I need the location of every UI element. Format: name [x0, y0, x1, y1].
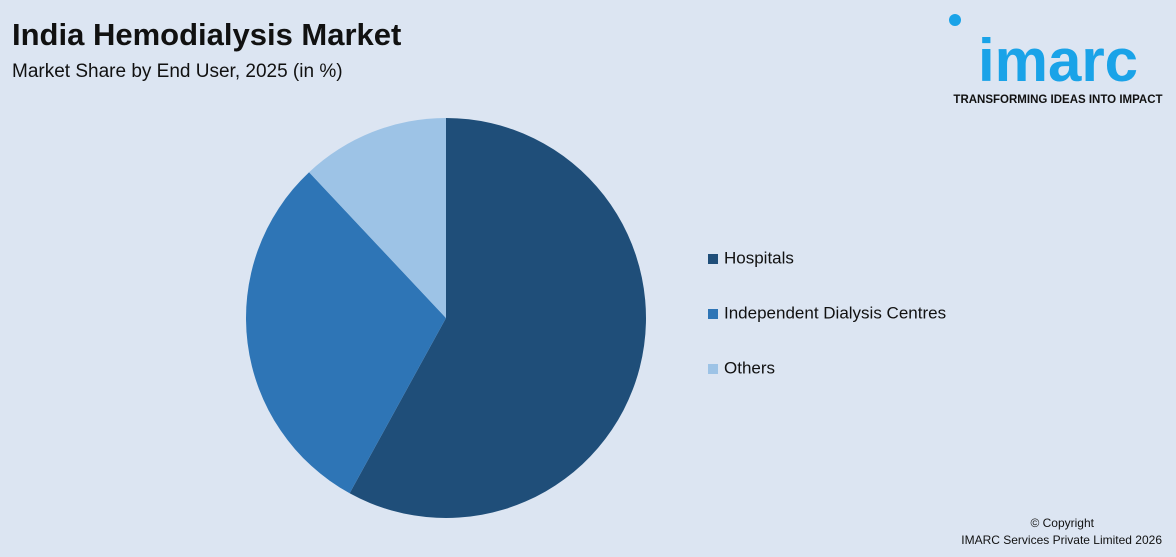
- logo-name: imarc: [978, 27, 1138, 94]
- pie-slice: [246, 172, 446, 494]
- legend-label: Others: [724, 358, 775, 377]
- legend-label: Independent Dialysis Centres: [724, 303, 946, 322]
- logo-dot: [949, 14, 961, 26]
- pie-slice: [309, 118, 446, 318]
- legend-swatch: [708, 309, 718, 319]
- legend-label: Hospitals: [724, 248, 794, 267]
- copyright: © Copyright: [1030, 516, 1094, 530]
- legend-swatch: [708, 254, 718, 264]
- pie-slice: [349, 118, 646, 518]
- copyright-owner: IMARC Services Private Limited 2026: [961, 533, 1162, 547]
- chart-title: India Hemodialysis Market: [12, 17, 401, 52]
- legend-swatch: [708, 364, 718, 374]
- chart-subtitle: Market Share by End User, 2025 (in %): [12, 61, 343, 82]
- logo-tagline: TRANSFORMING IDEAS INTO IMPACT: [953, 94, 1162, 106]
